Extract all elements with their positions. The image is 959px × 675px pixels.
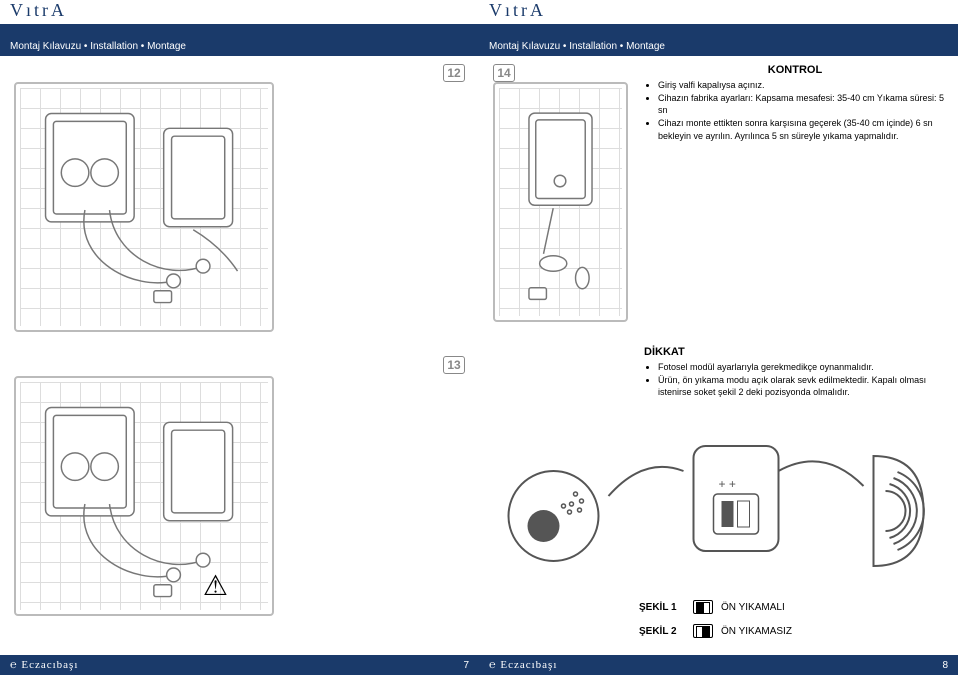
sekil-1-row: ŞEKİL 1 ÖN YIKAMALI <box>639 600 785 614</box>
left-content: 12 13 <box>0 56 479 655</box>
logo-wrap: VıtrA <box>479 0 958 24</box>
sekil1-label: ŞEKİL 1 <box>639 602 685 613</box>
brand-logo: VıtrA <box>489 0 546 21</box>
footer-brand: Eczacıbaşı <box>10 659 78 671</box>
diagram-14 <box>493 82 628 322</box>
kontrol-list: Giriş valfi kapalıysa açınız. Cihazın fa… <box>644 79 946 142</box>
lower-diagram: + + <box>493 416 944 586</box>
switch-icon-1 <box>693 600 713 614</box>
lower-diagram-svg: + + <box>493 416 944 586</box>
header-bar: Montaj Kılavuzu • Installation • Montage <box>0 24 479 56</box>
diagram-12 <box>14 82 274 332</box>
page-number-left: 7 <box>463 660 469 671</box>
step-14-label: 14 <box>493 64 515 82</box>
sekil2-text: ÖN YIKAMASIZ <box>721 626 792 637</box>
header-text: Montaj Kılavuzu • Installation • Montage <box>10 41 186 52</box>
kontrol-item: Cihazın fabrika ayarları: Kapsama mesafe… <box>658 92 946 116</box>
kontrol-item: Giriş valfi kapalıysa açınız. <box>658 79 946 91</box>
step-number-14: 14 <box>493 64 515 82</box>
dikkat-item: Fotosel modül ayarlarıyla gerekmedikçe o… <box>658 361 946 373</box>
dikkat-item: Ürün, ön yıkama modu açık olarak sevk ed… <box>658 374 946 398</box>
kontrol-title: KONTROL <box>644 64 946 76</box>
header-text: Montaj Kılavuzu • Installation • Montage <box>489 41 665 52</box>
page-left: VıtrA Montaj Kılavuzu • Installation • M… <box>0 0 479 675</box>
diagram-13: ⚠ <box>14 376 274 616</box>
brand-logo: VıtrA <box>10 0 67 21</box>
footer-left: Eczacıbaşı 7 <box>0 655 479 675</box>
logo-wrap: VıtrA <box>0 0 479 24</box>
switch-icon-2 <box>693 624 713 638</box>
dikkat-list: Fotosel modül ayarlarıyla gerekmedikçe o… <box>644 361 946 398</box>
warning-icon: ⚠ <box>203 569 228 602</box>
page-right: VıtrA Montaj Kılavuzu • Installation • M… <box>479 0 958 675</box>
kontrol-block: KONTROL Giriş valfi kapalıysa açınız. Ci… <box>644 64 946 143</box>
dikkat-block: DİKKAT Fotosel modül ayarlarıyla gerekme… <box>644 346 946 399</box>
footer-right: Eczacıbaşı 8 <box>479 655 958 675</box>
step-number-13: 13 <box>443 356 465 374</box>
diagram-14-svg <box>495 84 626 317</box>
kontrol-item: Cihazı monte ettikten sonra karşısına ge… <box>658 117 946 141</box>
diagram-12-svg <box>16 84 272 330</box>
dikkat-title: DİKKAT <box>644 346 946 358</box>
right-content: 14 KONTROL Giriş valfi kapalıysa açınız.… <box>479 56 958 655</box>
page-number-right: 8 <box>942 660 948 671</box>
diagram-13-svg <box>16 378 272 614</box>
step-number-12: 12 <box>443 64 465 82</box>
sekil1-text: ÖN YIKAMALI <box>721 602 785 613</box>
footer-brand: Eczacıbaşı <box>489 659 557 671</box>
svg-text:+ +: + + <box>719 477 736 491</box>
sekil2-label: ŞEKİL 2 <box>639 626 685 637</box>
header-bar: Montaj Kılavuzu • Installation • Montage <box>479 24 958 56</box>
sekil-2-row: ŞEKİL 2 ÖN YIKAMASIZ <box>639 624 792 638</box>
